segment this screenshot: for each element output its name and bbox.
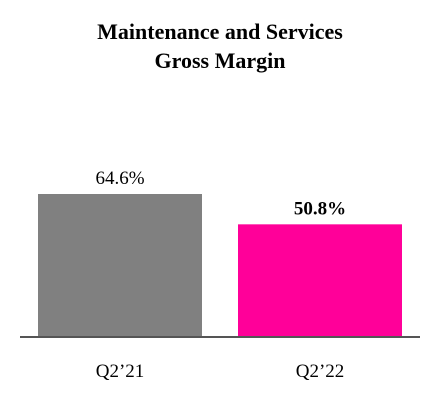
bar-1 bbox=[38, 194, 202, 336]
value-label-2: 50.8% bbox=[294, 198, 346, 219]
chart-title: Maintenance and Services Gross Margin bbox=[0, 17, 440, 75]
bar-2 bbox=[238, 224, 402, 336]
category-label-1: Q2’21 bbox=[96, 361, 145, 382]
chart-title-line-2: Gross Margin bbox=[154, 48, 286, 73]
chart-title-line-1: Maintenance and Services bbox=[97, 19, 343, 44]
category-label-2: Q2’22 bbox=[296, 361, 345, 382]
labels-group: 64.6% Q2’21 50.8% Q2’22 bbox=[95, 168, 346, 382]
bars-group bbox=[38, 194, 402, 336]
value-label-1: 64.6% bbox=[95, 168, 144, 189]
